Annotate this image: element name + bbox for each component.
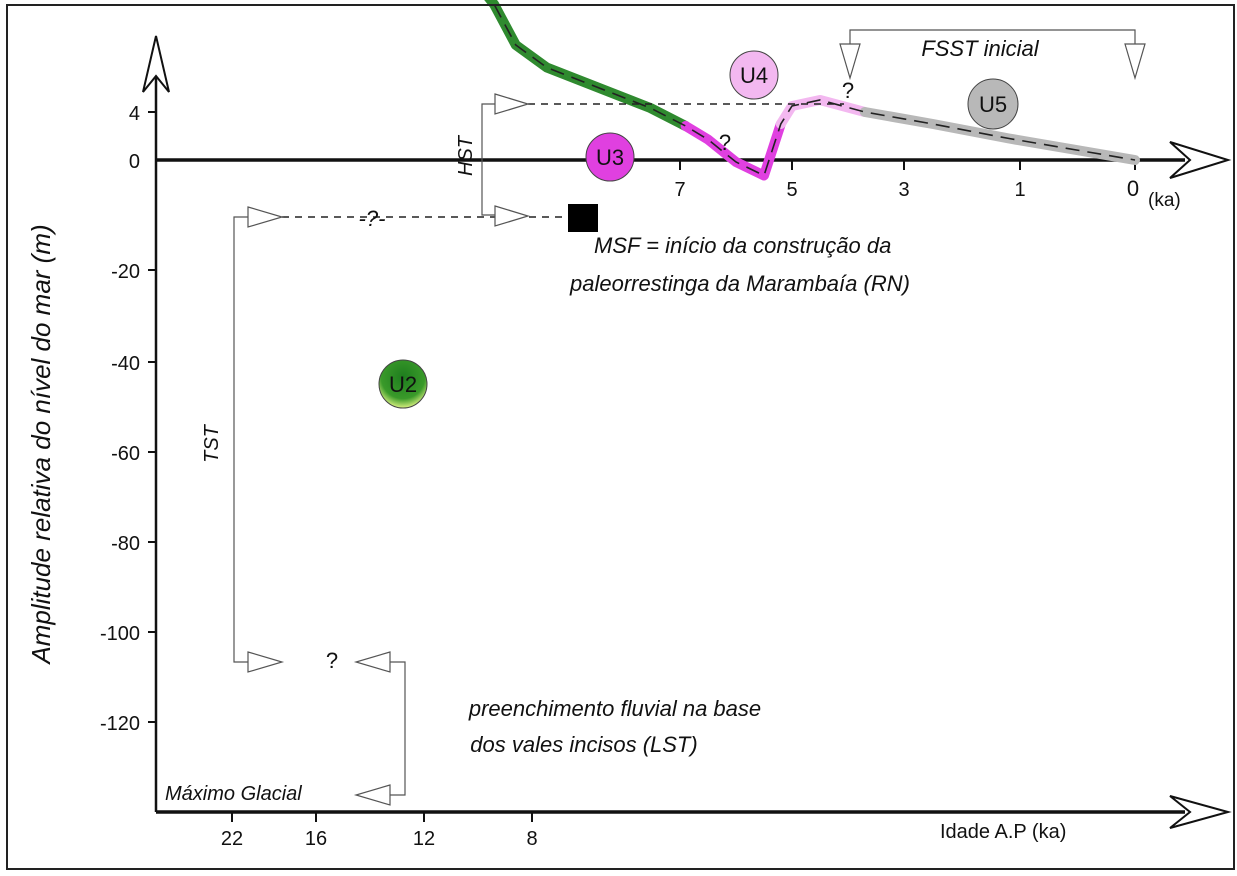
y-axis-arrow-icon — [142, 35, 170, 93]
top-axis-arrow-icon — [1169, 141, 1232, 179]
lst-annotation-line2: dos vales incisos (LST) — [470, 732, 697, 757]
y-tick-label: -120 — [100, 713, 140, 735]
bottom-tick-label: 12 — [413, 828, 435, 850]
u5-label: U5 — [979, 92, 1007, 117]
bottom-tick-label: 16 — [305, 828, 327, 850]
msf-annotation-line2: paleorrestinga da Marambaía (RN) — [569, 271, 910, 296]
y-tick-label: -100 — [100, 623, 140, 645]
fsst-bracket — [849, 29, 1136, 48]
msf-annotation-line1: MSF = início da construção da — [594, 233, 891, 258]
glacial-maximum-label: Máximo Glacial — [165, 783, 302, 805]
y-tick-label: 4 — [129, 103, 140, 125]
tst-top-arrow-icon — [247, 206, 285, 228]
u2-label: U2 — [389, 372, 417, 397]
u2-badge — [378, 359, 428, 409]
u3-question-mark: ? — [719, 130, 731, 155]
lst-annotation-line1: preenchimento fluvial na base — [468, 696, 761, 721]
y-tick-label: -80 — [111, 533, 140, 555]
y-tick-label: -20 — [111, 261, 140, 283]
y-ticks — [148, 111, 156, 723]
bottom-tick-label: 8 — [526, 828, 537, 850]
sea-level-curve — [484, 0, 1140, 181]
bottom-axis-title: Idade A.P (ka) — [940, 821, 1066, 843]
hst-top-arrow-icon — [494, 93, 531, 115]
top-tick-label: 5 — [786, 179, 797, 201]
top-axis-unit: (ka) — [1148, 190, 1181, 211]
hst-bottom-arrow-icon — [494, 205, 531, 227]
top-tick-label: 3 — [898, 179, 909, 201]
curve-segment-u4 — [775, 95, 870, 129]
lst-top-arrow-icon — [353, 651, 391, 673]
y-tick-label: 0 — [129, 151, 140, 173]
tst-label: TST — [201, 423, 223, 463]
tst-bracket — [233, 216, 248, 663]
fsst-left-arrow-icon — [839, 43, 861, 81]
u3-label: U3 — [596, 145, 624, 170]
lst-bottom-arrow-icon — [353, 784, 391, 806]
lst-bracket — [390, 661, 406, 796]
hst-label: HST — [455, 134, 477, 176]
bottom-tick-label: 22 — [221, 828, 243, 850]
y-axis-title: Amplitude relativa do nível do mar (m) — [26, 224, 56, 665]
msf-marker — [568, 204, 598, 232]
top-tick-label: 0 — [1127, 176, 1139, 201]
y-tick-label: -40 — [111, 353, 140, 375]
u5-badge — [967, 78, 1019, 130]
lst-question-mark: ? — [326, 648, 338, 673]
top-tick-label: 1 — [1014, 179, 1025, 201]
u3-badge — [585, 132, 635, 182]
y-tick-label: -60 — [111, 443, 140, 465]
u4-badge — [729, 50, 779, 100]
tst-bottom-arrow-icon — [247, 651, 285, 673]
bottom-axis-arrow-icon — [1169, 795, 1232, 829]
hst-bracket — [481, 103, 495, 216]
msf-question-mark: -?- — [359, 206, 386, 231]
fsst-label: FSST inicial — [921, 36, 1039, 61]
fsst-right-arrow-icon — [1124, 43, 1146, 81]
top-tick-label: 7 — [674, 179, 685, 201]
u4-question-mark: ? — [842, 78, 854, 103]
u4-label: U4 — [740, 63, 768, 88]
